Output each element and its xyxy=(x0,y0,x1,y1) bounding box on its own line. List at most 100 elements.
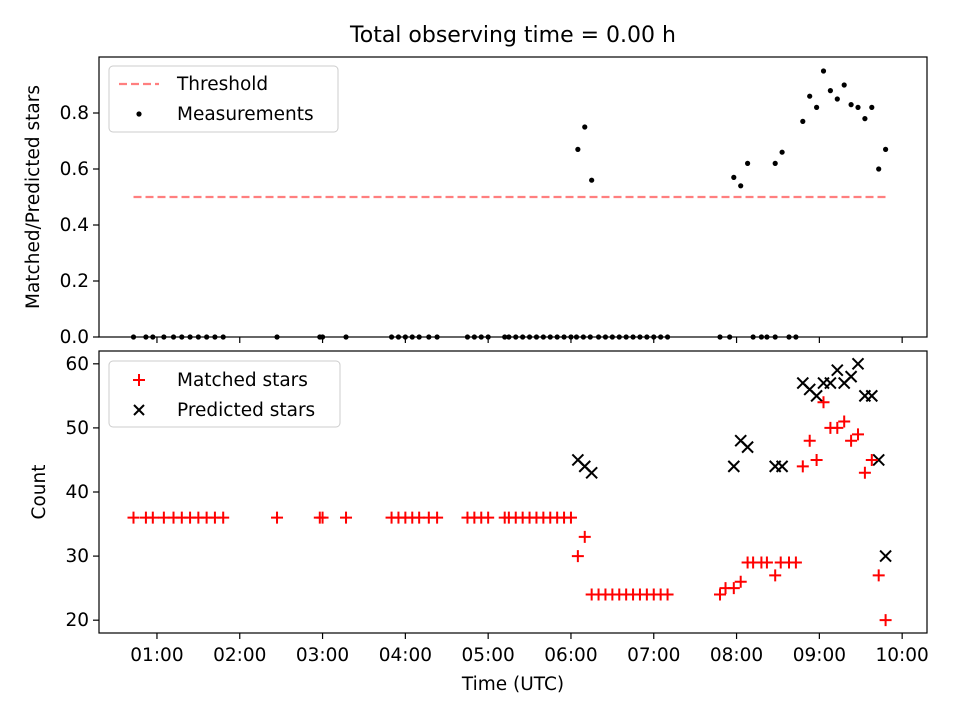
matched-star-point xyxy=(803,434,816,447)
count-legend-box xyxy=(108,360,341,428)
measurement-point xyxy=(540,334,546,340)
count-xtick-label: 06:00 xyxy=(544,645,597,666)
measurement-point xyxy=(520,334,526,340)
ratio-ytick-label: 0.4 xyxy=(60,215,89,236)
legend-measurements-swatch xyxy=(136,111,142,117)
matched-star-point xyxy=(271,511,284,524)
matched-star-point xyxy=(482,511,495,524)
measurement-point xyxy=(717,334,723,340)
measurement-point xyxy=(587,334,593,340)
predicted-star-point xyxy=(879,549,892,563)
measurement-point xyxy=(409,334,415,340)
measurement-point xyxy=(416,334,422,340)
matched-star-point xyxy=(838,415,851,428)
count-panel: 20 30 40 50 60 01:00 02:00 03:00 04:00 05:00 06:0… xyxy=(29,350,929,695)
measurement-point xyxy=(727,334,733,340)
measurement-point xyxy=(485,334,491,340)
count-ytick-label: 40 xyxy=(65,482,89,503)
measurement-point xyxy=(478,334,484,340)
count-x-axis: 01:00 02:00 03:00 04:00 05:00 06:00 07:00 08:00… xyxy=(130,633,929,666)
matched-star-point xyxy=(817,396,830,409)
legend-matched-label: Matched stars xyxy=(177,370,308,391)
ratio-y-axis: 0.0 0.2 0.4 0.6 0.8 xyxy=(60,103,99,348)
ratio-legend: Threshold Measurements xyxy=(108,65,339,133)
matched-star-point xyxy=(845,434,858,447)
count-legend: Matched stars Predicted stars xyxy=(108,360,341,428)
matched-star-point xyxy=(734,575,747,588)
predicted-star-point xyxy=(775,460,789,473)
matched-star-point xyxy=(865,453,878,466)
matched-star-point xyxy=(564,511,577,524)
measurement-point xyxy=(195,334,201,340)
measurement-point xyxy=(834,96,840,102)
matched-star-point xyxy=(789,556,802,569)
matched-star-point xyxy=(661,588,674,601)
count-xtick-label: 02:00 xyxy=(213,645,266,666)
matched-star-point xyxy=(571,550,584,563)
count-ytick-label: 50 xyxy=(65,418,89,439)
measurement-point xyxy=(179,334,185,340)
matched-star-point xyxy=(714,588,726,601)
ratio-panel-frame xyxy=(98,56,928,338)
measurement-point xyxy=(513,334,519,340)
measurement-point xyxy=(568,334,574,340)
ratio-panel: 0.00.20.40.60.8 Matched/Predicted stars … xyxy=(23,56,928,348)
measurement-point xyxy=(750,334,756,340)
measurement-point xyxy=(779,149,785,155)
measurement-point xyxy=(651,334,657,340)
predicted-star-point xyxy=(824,376,837,390)
predicted-stars-points xyxy=(571,357,892,563)
measurement-point xyxy=(506,334,512,340)
measurement-point xyxy=(426,334,432,340)
measurement-point xyxy=(575,146,581,152)
chart-title: Total observing time = 0.00 h xyxy=(349,23,676,48)
measurement-point xyxy=(841,82,847,88)
ratio-ytick-label: 0.0 xyxy=(60,327,89,348)
measurement-point xyxy=(644,334,650,340)
measurement-point xyxy=(869,104,875,110)
count-xtick-label: 01:00 xyxy=(130,645,183,666)
measurement-point xyxy=(161,334,167,340)
measurement-point xyxy=(143,334,149,340)
measurement-point xyxy=(630,334,636,340)
measurement-point xyxy=(814,104,820,110)
ratio-ytick-label: 0.8 xyxy=(60,103,89,124)
measurement-point xyxy=(800,118,806,124)
measurement-point xyxy=(807,93,813,99)
matched-star-point xyxy=(852,428,864,441)
measurement-point xyxy=(758,334,765,340)
measurement-point xyxy=(533,334,540,340)
measurement-point xyxy=(547,334,553,340)
measurement-point xyxy=(388,334,395,340)
measurement-point xyxy=(170,334,177,340)
count-xtick-label: 04:00 xyxy=(379,645,432,666)
measurement-point xyxy=(820,68,827,74)
measurement-point xyxy=(827,88,834,94)
legend-predicted-label: Predicted stars xyxy=(177,400,315,421)
measurement-point xyxy=(187,334,193,340)
x-axis-label: Time (UTC) xyxy=(461,674,564,695)
measurement-point xyxy=(616,334,622,340)
matched-star-point xyxy=(316,511,329,524)
predicted-star-point xyxy=(851,357,865,371)
legend-matched-swatch xyxy=(133,374,145,386)
measurement-point xyxy=(220,334,226,340)
matched-star-point xyxy=(872,569,885,582)
legend-threshold-label: Threshold xyxy=(176,74,268,95)
predicted-star-point xyxy=(831,364,844,377)
matched-star-point xyxy=(769,569,782,582)
measurement-point xyxy=(554,334,560,340)
measurement-point xyxy=(731,174,737,180)
count-xtick-label: 03:00 xyxy=(296,645,349,666)
measurement-point xyxy=(772,334,778,340)
count-xtick-label: 07:00 xyxy=(627,645,680,666)
predicted-star-point xyxy=(872,453,885,467)
count-y-axis-label: Count xyxy=(29,465,50,520)
matched-stars-points xyxy=(127,396,892,627)
measurement-point xyxy=(204,334,210,340)
measurement-point xyxy=(402,334,408,340)
measurement-point xyxy=(855,104,861,110)
measurement-point xyxy=(580,334,586,340)
measurement-point xyxy=(862,116,868,122)
